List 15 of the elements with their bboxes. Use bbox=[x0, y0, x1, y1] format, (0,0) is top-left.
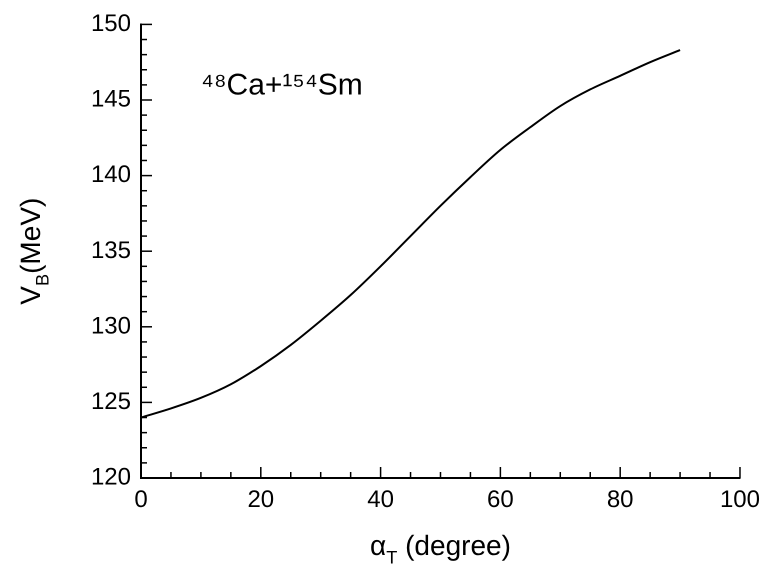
x-tick-label: 40 bbox=[367, 486, 394, 514]
x-tick-label: 80 bbox=[606, 486, 634, 514]
y-axis-title: VB(MeV) bbox=[15, 198, 52, 305]
y-tick-label: 140 bbox=[90, 161, 131, 188]
y-tick-label: 150 bbox=[90, 10, 131, 38]
x-tick-label: 60 bbox=[487, 486, 514, 514]
x-tick-label: 20 bbox=[247, 486, 274, 514]
x-tick-label: 0 bbox=[134, 486, 148, 514]
y-tick-label: 145 bbox=[90, 86, 131, 113]
x-tick-label: 100 bbox=[720, 486, 760, 514]
y-tick-label: 120 bbox=[90, 464, 131, 491]
annotation: ⁴⁸Ca+¹⁵⁴Sm bbox=[201, 68, 363, 102]
y-tick-label: 135 bbox=[90, 236, 131, 264]
y-tick-label: 130 bbox=[90, 312, 131, 340]
y-tick-label: 125 bbox=[90, 388, 131, 416]
